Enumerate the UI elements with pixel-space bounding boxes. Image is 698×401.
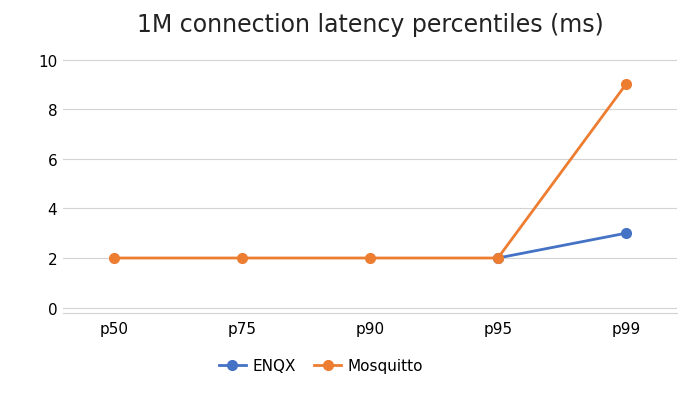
Title: 1M connection latency percentiles (ms): 1M connection latency percentiles (ms) [137, 12, 603, 36]
Legend: ENQX, Mosquitto: ENQX, Mosquitto [212, 352, 429, 379]
